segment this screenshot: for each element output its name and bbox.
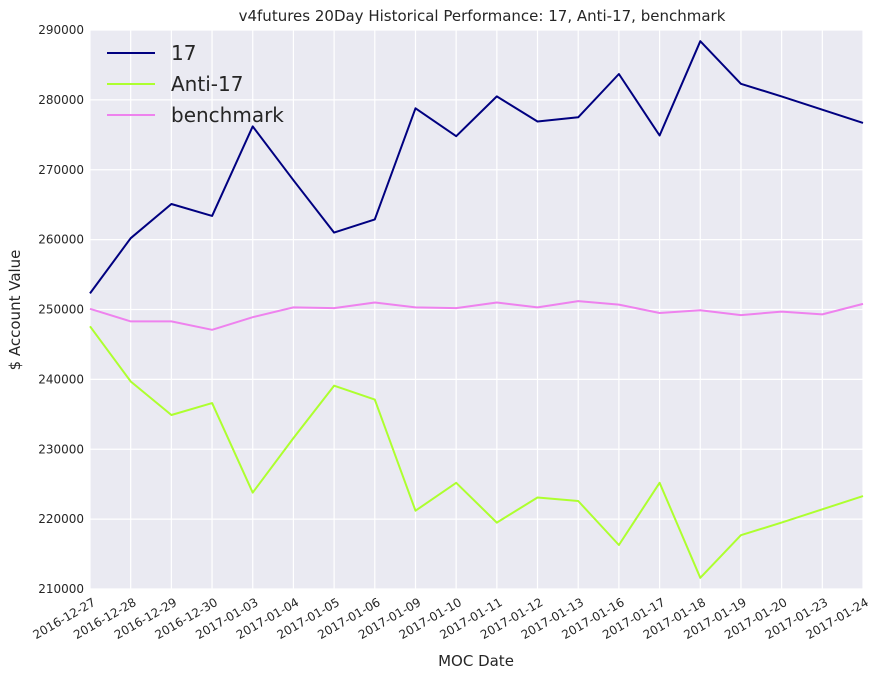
x-axis-ticks: 2016-12-272016-12-282016-12-292016-12-30… xyxy=(30,595,870,642)
legend-label: 17 xyxy=(171,41,196,65)
series-line-benchmark xyxy=(89,300,864,331)
series-line-anti-17 xyxy=(89,325,864,579)
y-tick-label: 220000 xyxy=(38,512,84,526)
legend-label: benchmark xyxy=(171,103,284,127)
y-axis-ticks: 210000 220000 230000 240000 250000 260000 2700… xyxy=(38,23,84,596)
y-tick-label: 210000 xyxy=(38,582,84,596)
y-tick-label: 280000 xyxy=(38,93,84,107)
y-tick-label: 240000 xyxy=(38,372,84,386)
series-lines xyxy=(89,40,864,579)
y-tick-label: 270000 xyxy=(38,163,84,177)
legend: 17 Anti-17 benchmark xyxy=(107,41,284,127)
series-line-17 xyxy=(89,40,864,294)
y-axis-label: $ Account Value xyxy=(6,250,24,371)
y-tick-label: 230000 xyxy=(38,442,84,456)
y-tick-label: 250000 xyxy=(38,303,84,317)
legend-label: Anti-17 xyxy=(171,72,243,96)
chart-title: v4futures 20Day Historical Performance: … xyxy=(239,7,726,25)
x-axis-label: MOC Date xyxy=(438,652,514,670)
y-tick-label: 290000 xyxy=(38,23,84,37)
y-tick-label: 260000 xyxy=(38,233,84,247)
